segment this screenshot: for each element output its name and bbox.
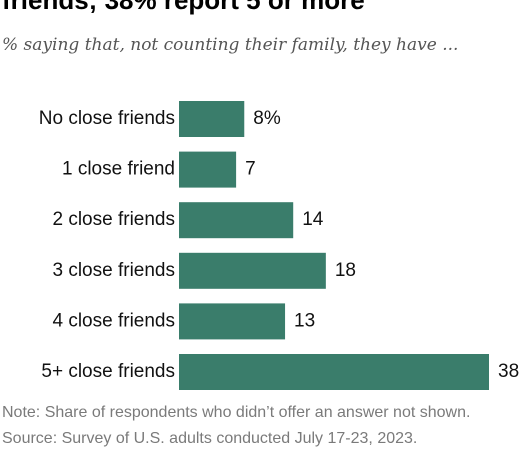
value-label-1-close-friend: 7 (245, 159, 256, 180)
category-label-2-close-friends: 2 close friends (52, 209, 175, 230)
value-label-no-close-friends: 8% (253, 108, 281, 129)
value-label-5plus-close-friends: 38 (498, 361, 519, 382)
category-label-3-close-friends: 3 close friends (52, 260, 175, 281)
bar-5plus-close-friends (179, 354, 489, 390)
bar-2-close-friends (179, 202, 294, 239)
chart-source: Source: Survey of U.S. adults conducted … (2, 430, 418, 447)
chart-title: friends; 38% report 5 or more (2, 0, 365, 15)
bar-chart: No close friends 8% 1 close friend 7 2 close… (39, 101, 519, 390)
chart-subtitle: % saying that, not counting their family… (2, 35, 459, 55)
category-label-no-close-friends: No close friends (39, 108, 175, 129)
bar-3-close-friends (179, 252, 326, 289)
value-label-3-close-friends: 18 (335, 260, 356, 281)
category-label-5plus-close-friends: 5+ close friends (41, 361, 175, 382)
chart-note: Note: Share of respondents who didn’t of… (2, 404, 471, 421)
category-label-1-close-friend: 1 close friend (62, 159, 175, 180)
bar-4-close-friends (179, 303, 286, 340)
value-label-2-close-friends: 14 (302, 209, 324, 230)
category-label-4-close-friends: 4 close friends (52, 310, 175, 331)
bar-no-close-friends (179, 101, 245, 137)
value-label-4-close-friends: 13 (294, 310, 315, 331)
bar-1-close-friend (179, 151, 237, 188)
